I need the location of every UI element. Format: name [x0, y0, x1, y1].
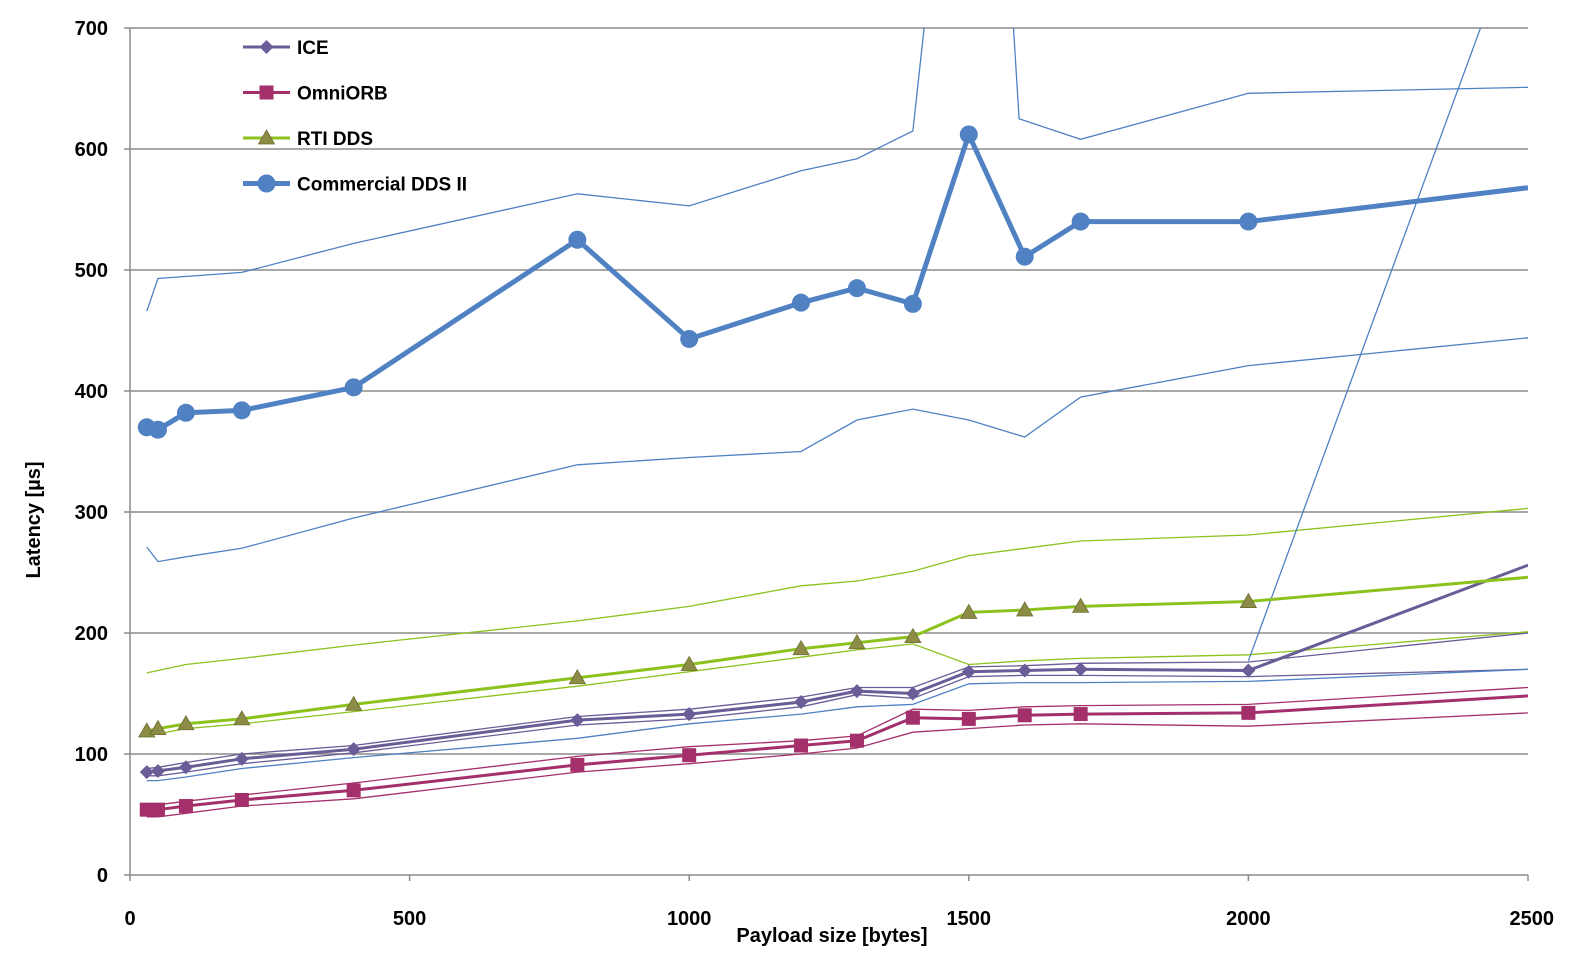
data-point: [792, 639, 810, 656]
data-point: [234, 792, 249, 807]
bound-line: [146, 337, 1528, 563]
data-point: [148, 420, 167, 439]
data-point: [961, 711, 976, 726]
y-axis-title: Latency [µs]: [23, 461, 45, 578]
data-point: [1071, 597, 1090, 613]
data-point: [233, 710, 251, 726]
data-point: [959, 125, 978, 144]
data-point: [682, 748, 697, 763]
x-tick-label: 2500: [1510, 908, 1555, 930]
data-point: [346, 742, 361, 757]
data-point: [905, 710, 920, 725]
y-tick-label: 500: [75, 260, 108, 282]
data-point: [960, 603, 978, 619]
legend-marker: [259, 40, 274, 54]
data-point: [792, 293, 811, 312]
data-point: [794, 694, 809, 709]
data-point: [139, 765, 154, 780]
bound-line: [146, 507, 1528, 674]
legend-label: OmniORB: [297, 84, 388, 105]
y-tick-label: 400: [75, 381, 108, 403]
data-point: [1015, 247, 1034, 266]
data-point: [149, 719, 167, 735]
data-point: [150, 763, 165, 778]
data-point: [150, 802, 165, 817]
data-point: [849, 733, 864, 748]
data-point: [905, 686, 920, 701]
data-point: [177, 714, 195, 731]
data-point: [344, 378, 363, 397]
y-tick-label: 100: [75, 744, 108, 766]
bound-line: [1012, 28, 1528, 140]
x-tick-label: 1500: [947, 908, 992, 930]
data-point: [1241, 663, 1256, 678]
data-point: [848, 633, 866, 650]
legend-label: ICE: [297, 38, 329, 59]
data-point: [1016, 601, 1034, 617]
x-tick-label: 500: [393, 908, 426, 930]
x-tick-label: 2000: [1226, 908, 1271, 930]
legend: ICE OmniORB RTI DDS Commercial DDS II: [243, 38, 467, 196]
axes: [124, 27, 1529, 881]
data-point: [1073, 662, 1088, 677]
data-point: [232, 401, 251, 420]
data-point: [570, 713, 585, 728]
x-tick-label: 0: [124, 908, 135, 930]
data-point: [849, 684, 864, 699]
data-point: [961, 664, 976, 679]
data-point: [346, 783, 361, 798]
data-point: [1071, 212, 1090, 231]
data-point: [794, 738, 809, 753]
data-point: [1241, 705, 1256, 720]
y-tick-label: 0: [97, 865, 108, 887]
legend-marker: [257, 129, 276, 145]
data-point: [178, 760, 193, 775]
y-tick-label: 700: [75, 18, 108, 40]
data-point: [1239, 592, 1258, 608]
bound-line: [1247, 28, 1482, 662]
y-tick-label: 300: [75, 502, 108, 524]
data-point: [234, 751, 249, 766]
data-point: [682, 707, 697, 722]
bound-line: [146, 668, 1528, 782]
data-point: [1017, 663, 1032, 678]
data-point: [176, 403, 195, 422]
data-point: [680, 655, 698, 671]
data-point: [680, 329, 699, 348]
legend-label: RTI DDS: [297, 129, 373, 150]
data-point: [570, 757, 585, 772]
y-tick-label: 200: [75, 623, 108, 645]
data-point: [1017, 708, 1032, 723]
legend-marker: [259, 85, 274, 100]
bound-line: [146, 712, 1528, 818]
series-markers: [137, 125, 1258, 817]
x-axis-title: Payload size [bytes]: [736, 925, 927, 947]
data-point: [568, 668, 587, 685]
y-tick-label: 600: [75, 139, 108, 161]
bound-line: [146, 631, 1528, 737]
data-point: [1239, 212, 1258, 231]
bound-line: [146, 28, 925, 312]
data-point: [847, 279, 866, 298]
data-point: [1073, 707, 1088, 722]
data-point: [904, 627, 922, 644]
grid-lines: [130, 27, 1528, 755]
data-point: [568, 230, 587, 249]
tick-labels: 0 100 200 300 400 500 600 700 0 500 1000 1500 2000 25…: [75, 18, 1554, 930]
data-point: [139, 802, 154, 817]
legend-label: Commercial DDS II: [297, 175, 467, 196]
legend-marker: [257, 174, 276, 193]
data-point: [178, 799, 193, 814]
x-tick-label: 1000: [667, 908, 712, 930]
data-point: [344, 695, 363, 711]
data-point: [903, 294, 922, 313]
